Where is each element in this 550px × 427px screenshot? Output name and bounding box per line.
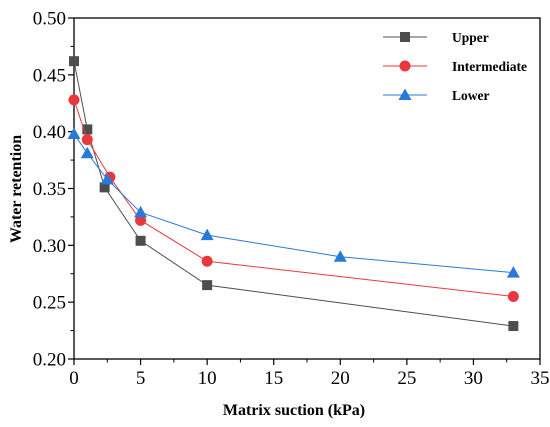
x-tick-label: 15 xyxy=(264,368,283,389)
series-line-upper xyxy=(73,61,514,327)
data-point-upper xyxy=(69,56,79,67)
series-layer xyxy=(67,56,520,332)
x-tick-label: 5 xyxy=(136,368,146,389)
data-point-intermediate xyxy=(201,255,213,267)
legend-marker-lower xyxy=(398,88,412,100)
data-point-lower xyxy=(100,172,114,185)
x-tick-label: 30 xyxy=(464,368,483,389)
legend-item-upper: Upper xyxy=(383,30,489,45)
legend-marker-upper xyxy=(400,32,410,42)
data-point-intermediate xyxy=(507,290,519,302)
x-tick-label: 25 xyxy=(397,368,416,389)
x-tick-label: 10 xyxy=(198,368,217,389)
data-point-intermediate xyxy=(68,94,80,106)
legend-label-lower: Lower xyxy=(452,88,490,103)
series-upper xyxy=(69,56,519,332)
x-axis-title: Matrix suction (kPa) xyxy=(223,402,365,419)
y-tick-label: 0.30 xyxy=(33,236,66,257)
legend-item-intermediate: Intermediate xyxy=(383,59,527,74)
data-point-intermediate xyxy=(81,134,93,146)
y-tick-label: 0.40 xyxy=(33,122,66,143)
data-point-lower xyxy=(134,205,148,218)
legend-item-lower: Lower xyxy=(383,88,490,103)
series-line-intermediate xyxy=(73,99,514,297)
data-point-intermediate xyxy=(135,214,147,226)
series-line-lower xyxy=(73,133,514,274)
data-point-upper xyxy=(99,182,110,193)
data-point-lower xyxy=(80,146,94,159)
y-tick-label: 0.50 xyxy=(33,9,66,30)
data-point-lower xyxy=(506,266,520,278)
data-point-upper xyxy=(202,280,213,291)
data-point-lower xyxy=(67,127,81,139)
series-intermediate xyxy=(68,94,519,302)
data-point-lower xyxy=(333,250,347,262)
legend: Upper Intermediate Lower xyxy=(383,30,527,103)
data-point-lower xyxy=(200,228,214,241)
x-tick-label: 0 xyxy=(69,368,79,389)
y-axis-title: Water retention xyxy=(8,135,25,243)
data-point-upper xyxy=(82,124,93,135)
series-lower xyxy=(67,127,520,278)
legend-label-intermediate: Intermediate xyxy=(452,59,527,74)
data-point-upper xyxy=(508,321,519,332)
y-tick-label: 0.35 xyxy=(33,179,66,200)
x-tick-label: 35 xyxy=(531,368,550,389)
legend-marker-intermediate xyxy=(399,60,411,72)
legend-label-upper: Upper xyxy=(452,30,489,45)
x-tick-label: 20 xyxy=(331,368,350,389)
y-tick-label: 0.45 xyxy=(33,65,66,86)
data-point-upper xyxy=(135,235,146,246)
ticks: 0 5 10 15 20 25 30 35 0.20 0.25 0.30 0.35 0.40 0.45 0.… xyxy=(33,9,550,390)
y-tick-label: 0.20 xyxy=(33,350,66,371)
y-tick-label: 0.25 xyxy=(33,293,66,314)
